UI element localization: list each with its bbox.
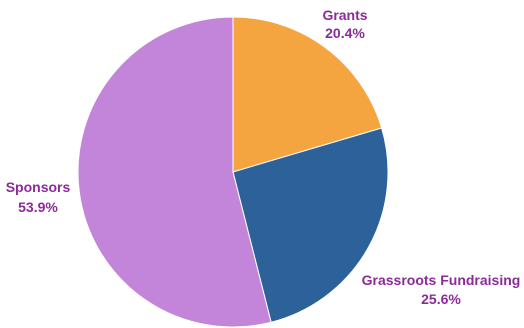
slice-value-grassroots-fundraising: 25.6% [421,291,461,307]
pie-slice-grants [232,16,383,173]
pie-labels: Grants 20.4% Grassroots Fundraising 25.6… [6,7,521,307]
slice-label-sponsors: Sponsors [6,179,71,195]
slice-label-grants: Grants [322,7,367,23]
pie-slice-grassroots-fundraising [232,127,389,323]
slice-value-sponsors: 53.9% [18,199,58,215]
slice-value-grants: 20.4% [325,25,365,41]
pie-slice-sponsors [77,16,272,328]
slice-label-grassroots-fundraising: Grassroots Fundraising [362,272,521,288]
pie-slices [77,16,389,328]
